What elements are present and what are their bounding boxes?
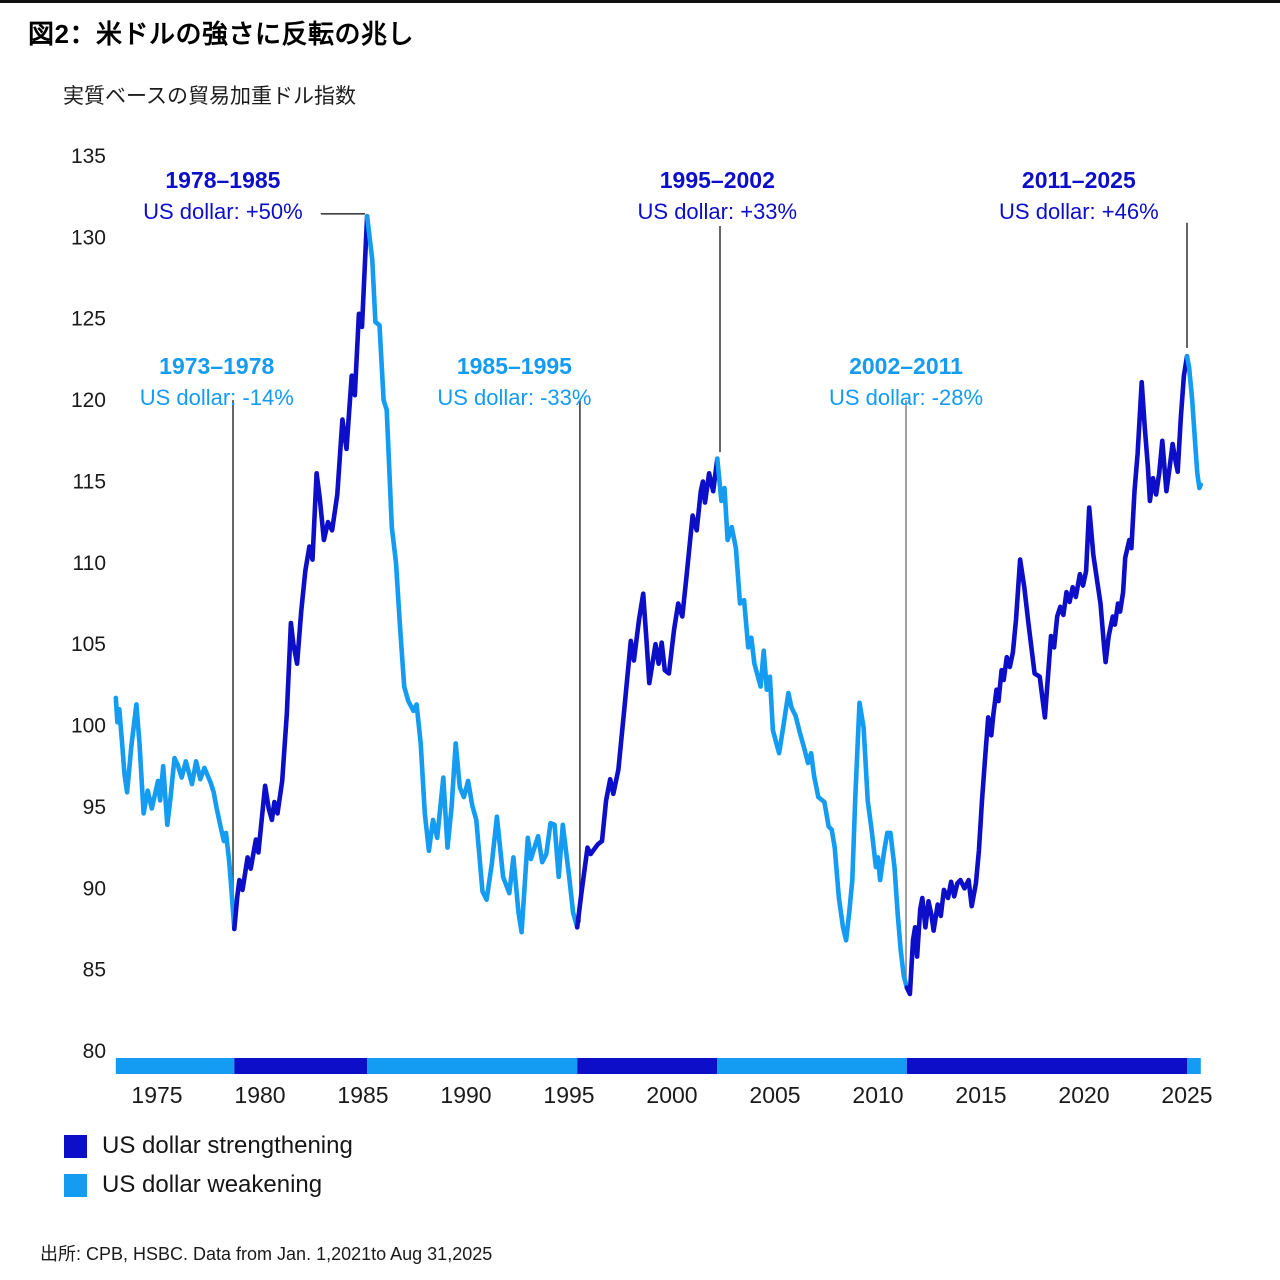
period-bar-segment: [717, 1058, 907, 1074]
series-segment-weakening: [714, 456, 910, 990]
annotation-change-label: US dollar: +50%: [143, 199, 303, 224]
weakening-swatch-icon: [64, 1173, 87, 1197]
series-segment-weakening: [113, 695, 237, 932]
series-segment-strengthening: [574, 456, 720, 930]
series-segment-strengthening: [904, 353, 1190, 997]
period-bar-segment: [367, 1058, 578, 1074]
x-tick-label: 2010: [852, 1082, 903, 1108]
y-tick-label: 130: [71, 226, 106, 249]
legend-item-weakening: US dollar weakening: [64, 1171, 353, 1199]
y-tick-label: 100: [71, 715, 106, 738]
strengthening-swatch-icon: [64, 1134, 87, 1158]
x-tick-label: 1980: [234, 1082, 285, 1108]
x-tick-label: 2005: [749, 1082, 800, 1108]
y-tick-label: 120: [71, 389, 106, 412]
annotation-period-label: 1985–1995: [457, 353, 572, 379]
y-tick-label: 105: [71, 633, 106, 656]
annotation-period-label: 1973–1978: [159, 353, 274, 379]
legend-item-strengthening: US dollar strengthening: [64, 1132, 353, 1160]
y-tick-label: 80: [83, 1040, 106, 1063]
series-segment-strengthening: [232, 213, 370, 932]
figure-title: 図2：米ドルの強さに反転の兆し: [28, 19, 414, 49]
y-tick-label: 110: [73, 552, 106, 575]
series-segment-weakening: [1184, 353, 1204, 491]
annotation-change-label: US dollar: -14%: [140, 385, 294, 410]
annotation-period-label: 2002–2011: [849, 353, 963, 379]
annotation-period-label: 1978–1985: [165, 167, 280, 193]
annotation-change-label: US dollar: -33%: [437, 385, 591, 410]
y-tick-label: 135: [71, 145, 106, 168]
x-tick-label: 1990: [440, 1082, 491, 1108]
legend: US dollar strengthening US dollar weaken…: [64, 1132, 353, 1199]
x-tick-label: 1995: [543, 1082, 594, 1108]
x-tick-label: 2015: [955, 1082, 1006, 1108]
x-tick-label: 1975: [131, 1082, 182, 1108]
y-tick-label: 90: [83, 877, 106, 900]
annotation-change-label: US dollar: +33%: [638, 199, 798, 224]
period-bar-segment: [234, 1058, 368, 1074]
source-note: 出所: CPB, HSBC. Data from Jan. 1,2021to A…: [40, 1244, 493, 1264]
x-tick-label: 2020: [1058, 1082, 1109, 1108]
y-tick-label: 115: [73, 470, 106, 493]
period-bar-segment: [115, 1058, 235, 1074]
y-tick-label: 95: [83, 796, 106, 819]
period-bar-segment: [1187, 1058, 1201, 1074]
annotation-change-label: US dollar: +46%: [999, 199, 1159, 224]
annotation-change-label: US dollar: -28%: [829, 385, 983, 410]
annotation-period-label: 1995–2002: [660, 167, 775, 193]
x-tick-label: 1985: [337, 1082, 388, 1108]
x-tick-label: 2000: [646, 1082, 697, 1108]
chart-subtitle: 実質ベースの貿易加重ドル指数: [63, 85, 356, 108]
legend-label-strengthening: US dollar strengthening: [102, 1132, 353, 1159]
y-tick-label: 85: [83, 959, 106, 982]
top-border-rule: [0, 0, 1280, 3]
period-bar-segment: [577, 1058, 718, 1074]
x-tick-label: 2025: [1161, 1082, 1212, 1108]
series-segment-weakening: [364, 213, 580, 935]
annotation-period-label: 2011–2025: [1022, 167, 1136, 193]
legend-label-weakening: US dollar weakening: [102, 1171, 323, 1198]
y-tick-label: 125: [71, 308, 106, 331]
period-bar-segment: [906, 1058, 1187, 1074]
